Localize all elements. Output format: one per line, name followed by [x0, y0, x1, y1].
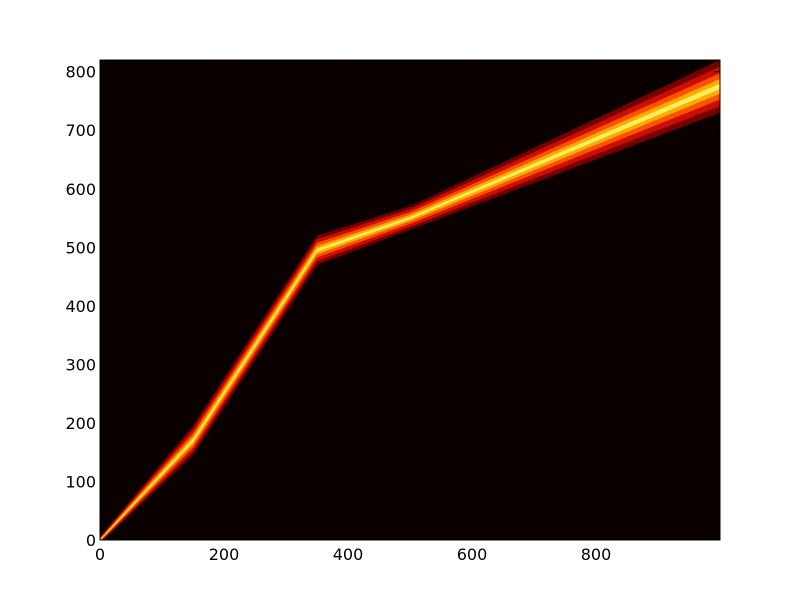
y-tick-label: 100 [65, 472, 96, 491]
y-tick-label: 600 [65, 180, 96, 199]
y-axis-ticks: 0 100 200 300 400 500 600 700 800 [65, 63, 720, 550]
x-tick-label: 200 [209, 545, 240, 564]
x-tick-label: 0 [95, 545, 105, 564]
x-tick-label: 800 [581, 545, 612, 564]
x-tick-label: 600 [457, 545, 488, 564]
x-axis-ticks: 0 200 400 600 800 [95, 60, 611, 564]
y-tick-label: 300 [65, 355, 96, 374]
heat-band [100, 60, 720, 540]
y-tick-label: 0 [86, 531, 96, 550]
heat-band-layer-3 [100, 73, 720, 540]
plot-frame [99, 59, 721, 541]
y-tick-label: 500 [65, 238, 96, 257]
y-tick-label: 800 [65, 63, 96, 82]
y-tick-label: 200 [65, 414, 96, 433]
x-tick-label: 400 [333, 545, 364, 564]
y-tick-label: 700 [65, 121, 96, 140]
y-tick-label: 400 [65, 297, 96, 316]
